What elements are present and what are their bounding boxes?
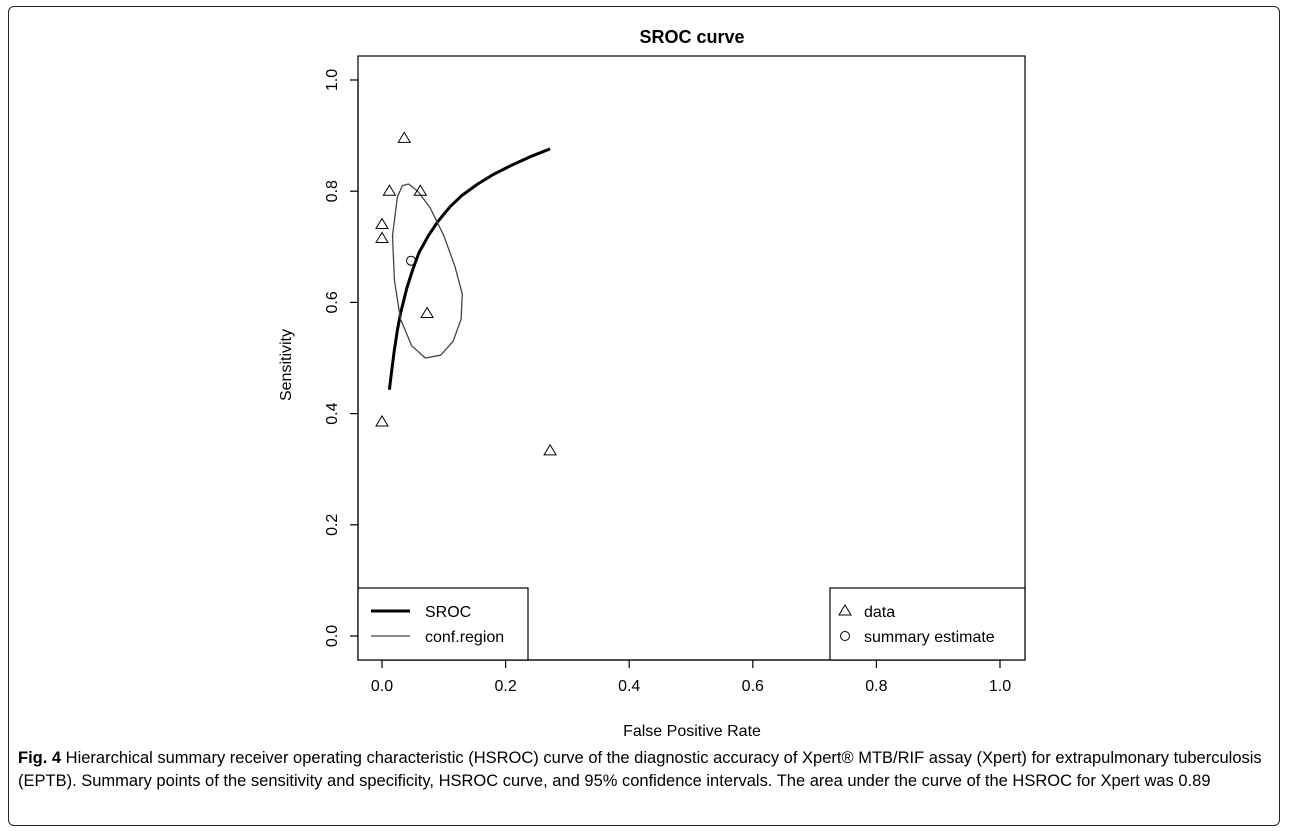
legend-summary-label: summary estimate [864, 629, 995, 646]
data-point-triangle [544, 445, 556, 455]
data-point-triangle [383, 185, 395, 195]
summary-estimate-point [407, 256, 416, 265]
x-axis-label: False Positive Rate [623, 723, 761, 740]
legend-markers: data summary estimate [830, 588, 1025, 660]
caption-label: Fig. 4 [18, 749, 61, 767]
data-point-triangle [376, 232, 388, 242]
data-point-triangle [376, 416, 388, 426]
x-tick-label: 0.4 [618, 678, 640, 695]
legend-sroc-label: SROC [425, 604, 471, 621]
chart-title: SROC curve [639, 27, 744, 47]
data-point-triangle [398, 132, 410, 142]
figure-caption: Fig. 4 Hierarchical summary receiver ope… [18, 747, 1268, 793]
y-tick-label: 0.0 [324, 625, 341, 647]
y-tick-label: 0.6 [324, 291, 341, 313]
caption-text: Hierarchical summary receiver operating … [18, 749, 1262, 790]
x-tick-label: 0.6 [742, 678, 764, 695]
legend-confregion-label: conf.region [425, 629, 504, 646]
sroc-curve [389, 149, 550, 390]
x-tick-label: 0.0 [371, 678, 393, 695]
sroc-chart: SROC curve Sensitivity False Positive Ra… [0, 0, 1290, 740]
confidence-region [393, 184, 463, 358]
y-tick-label: 0.4 [324, 402, 341, 424]
legend-data-label: data [864, 604, 895, 621]
y-tick-label: 0.2 [324, 514, 341, 536]
x-tick-label: 0.8 [865, 678, 887, 695]
data-point-triangle [421, 308, 433, 318]
plot-area [358, 56, 1025, 660]
x-tick-label: 1.0 [989, 678, 1011, 695]
legend-lines: SROC conf.region [358, 588, 528, 660]
x-tick-label: 0.2 [494, 678, 516, 695]
y-tick-label: 1.0 [324, 69, 341, 91]
y-axis-label: Sensitivity [278, 329, 295, 401]
data-point-triangle [376, 219, 388, 229]
y-tick-label: 0.8 [324, 180, 341, 202]
